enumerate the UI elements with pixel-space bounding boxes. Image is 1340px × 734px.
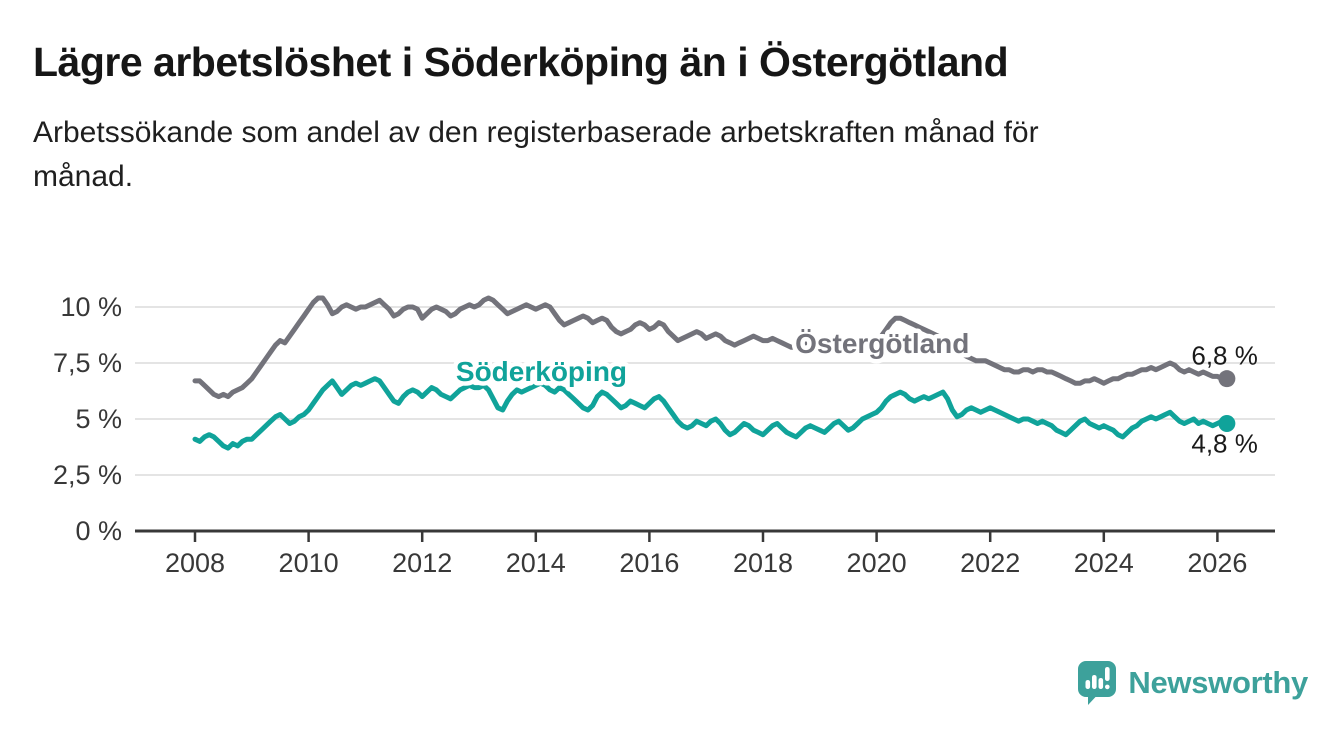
newsworthy-logo: Newsworthy bbox=[1077, 660, 1308, 706]
chart-header: Lägre arbetslöshet i Söderköping än i Ös… bbox=[33, 0, 1273, 198]
chart-subtitle-line-2: månad. bbox=[33, 159, 134, 193]
x-tick-label: 2010 bbox=[279, 548, 339, 578]
logo-bar-3 bbox=[1098, 678, 1104, 689]
y-gridlines bbox=[135, 306, 1275, 476]
y-axis: 0 % 2,5 % 5 % 7,5 % 10 % bbox=[53, 292, 122, 546]
y-tick-label: 0 % bbox=[75, 516, 122, 546]
logo-bar-1 bbox=[1085, 680, 1091, 689]
chart-subtitle: Arbetssökande som andel av den registerb… bbox=[33, 85, 1273, 198]
series-end-dot-söderköping bbox=[1218, 414, 1236, 432]
newsworthy-logo-icon bbox=[1078, 661, 1117, 705]
x-tick-label: 2016 bbox=[619, 548, 679, 578]
x-tick-label: 2008 bbox=[165, 548, 225, 578]
x-tick-label: 2018 bbox=[733, 548, 793, 578]
chart-subtitle-line-1: Arbetssökande som andel av den registerb… bbox=[33, 116, 1039, 150]
x-tick-label: 2024 bbox=[1074, 548, 1134, 578]
y-tick-label: 10 % bbox=[60, 292, 122, 322]
x-tick-label: 2022 bbox=[960, 548, 1020, 578]
x-tick-label: 2014 bbox=[506, 548, 566, 578]
x-tick-label: 2012 bbox=[392, 548, 452, 578]
series-label-östergötland: Östergötland bbox=[795, 328, 969, 359]
y-tick-label: 7,5 % bbox=[53, 348, 122, 378]
x-tick-label: 2026 bbox=[1187, 548, 1247, 578]
series-line-östergötland bbox=[192, 295, 1230, 400]
logo-exclamation-bar bbox=[1105, 667, 1110, 681]
series-end-dot-östergötland bbox=[1218, 370, 1236, 388]
newsworthy-wordmark: Newsworthy bbox=[1128, 665, 1308, 700]
x-axis: 2008 2010 2012 2014 2016 2018 2020 2022 2024 2026 bbox=[135, 529, 1275, 578]
y-tick-label: 5 % bbox=[75, 404, 122, 434]
logo-bar-2 bbox=[1092, 675, 1097, 689]
series-label-söderköping: Söderköping bbox=[456, 356, 627, 387]
series-end-label-östergötland: 6,8 % bbox=[1191, 341, 1258, 371]
y-tick-label: 2,5 % bbox=[53, 460, 122, 490]
chart-title: Lägre arbetslöshet i Söderköping än i Ös… bbox=[33, 39, 1009, 85]
logo-exclamation-dot bbox=[1105, 684, 1110, 690]
series-line-söderköping bbox=[192, 376, 1230, 451]
series-end-label-söderköping: 4,8 % bbox=[1191, 428, 1258, 458]
x-tick-label: 2020 bbox=[847, 548, 907, 578]
